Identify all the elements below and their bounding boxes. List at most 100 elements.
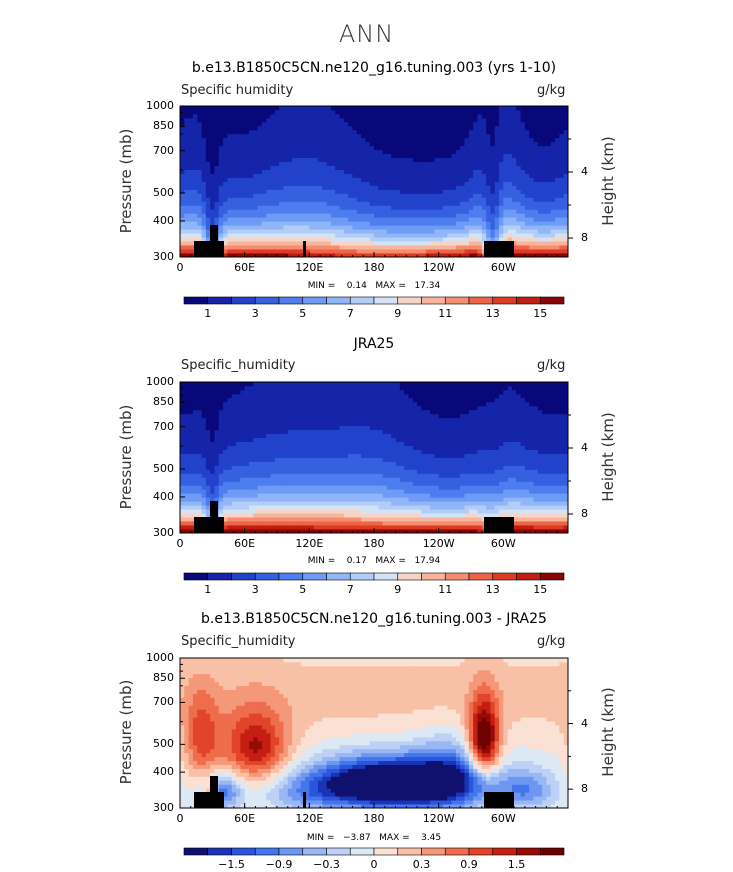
field-cell (369, 189, 375, 194)
field-cell (197, 173, 202, 178)
field-cell (494, 181, 500, 186)
field-cell (520, 141, 526, 147)
field-cell (408, 149, 414, 155)
field-cell (180, 521, 185, 526)
field-cell (270, 237, 276, 242)
field-cell (326, 465, 332, 470)
field-cell (412, 157, 418, 163)
field-cell (490, 109, 496, 115)
field-cell (322, 433, 327, 439)
field-cell (305, 529, 310, 534)
field-cell (343, 221, 349, 226)
field-cell (274, 249, 280, 254)
field-cell (205, 405, 211, 411)
field-cell (227, 193, 233, 198)
field-cell (309, 477, 315, 482)
field-cell (253, 393, 258, 399)
field-cell (248, 413, 254, 419)
field-cell (279, 181, 284, 186)
field-cell (348, 525, 353, 530)
field-cell (546, 109, 552, 115)
field-cell (348, 113, 353, 119)
field-cell (524, 193, 530, 198)
field-cell (395, 237, 401, 242)
field-cell (287, 425, 293, 431)
field-cell (257, 417, 263, 423)
field-cell (451, 149, 457, 155)
field-cell (529, 205, 534, 210)
field-cell (236, 441, 241, 446)
field-cell (205, 106, 211, 111)
field-cell (210, 461, 215, 466)
field-cell (326, 153, 332, 159)
field-cell (231, 509, 237, 514)
field-cell (192, 217, 198, 222)
field-cell (300, 382, 306, 387)
field-cell (438, 141, 444, 147)
field-cell (326, 233, 332, 238)
field-cell (240, 389, 246, 395)
field-cell (391, 205, 396, 210)
field-cell (257, 513, 263, 518)
field-cell (447, 237, 452, 242)
field-cell (309, 521, 315, 526)
field-cell (460, 129, 465, 135)
field-cell (292, 253, 297, 258)
field-cell (516, 145, 521, 151)
field-cell (240, 185, 246, 190)
field-cell (218, 157, 224, 163)
field-cell (343, 409, 349, 415)
field-cell (305, 401, 310, 407)
field-cell (188, 429, 194, 435)
field-cell (279, 397, 284, 403)
field-cell (546, 169, 552, 174)
field-cell (464, 245, 470, 250)
field-cell (236, 477, 241, 482)
field-cell (356, 185, 362, 190)
field-cell (451, 161, 457, 166)
field-cell (507, 201, 513, 206)
field-cell (287, 121, 293, 127)
field-cell (300, 165, 306, 170)
field-cell (412, 237, 418, 242)
field-cell (274, 161, 280, 166)
field-cell (253, 233, 258, 238)
field-cell (283, 205, 289, 210)
field-cell (339, 461, 345, 466)
field-cell (261, 241, 267, 246)
field-cell (205, 189, 211, 194)
field-cell (274, 401, 280, 407)
field-cell (184, 117, 190, 123)
field-cell (240, 457, 246, 462)
field-cell (317, 201, 323, 206)
field-cell (205, 217, 211, 222)
field-cell (184, 213, 190, 218)
field-cell (188, 385, 194, 391)
field-cell (279, 245, 284, 250)
field-cell (300, 433, 306, 439)
field-cell (201, 385, 207, 391)
field-cell (404, 241, 409, 246)
field-cell (417, 113, 422, 119)
field-cell (399, 117, 405, 123)
field-cell (348, 165, 353, 170)
field-cell (442, 209, 448, 214)
field-cell (520, 253, 526, 258)
field-cell (205, 421, 211, 427)
field-cell (425, 133, 431, 139)
field-cell (516, 129, 521, 135)
field-cell (287, 437, 293, 442)
field-cell (447, 157, 452, 163)
field-cell (507, 109, 513, 115)
field-cell (270, 161, 276, 166)
field-cell (261, 493, 267, 498)
field-cell (399, 249, 405, 254)
field-cell (533, 125, 539, 131)
field-cell (374, 145, 379, 151)
field-cell (287, 441, 293, 446)
field-cell (261, 485, 267, 490)
field-cell (455, 201, 461, 206)
field-cell (214, 417, 220, 423)
field-cell (404, 193, 409, 198)
field-cell (287, 409, 293, 415)
